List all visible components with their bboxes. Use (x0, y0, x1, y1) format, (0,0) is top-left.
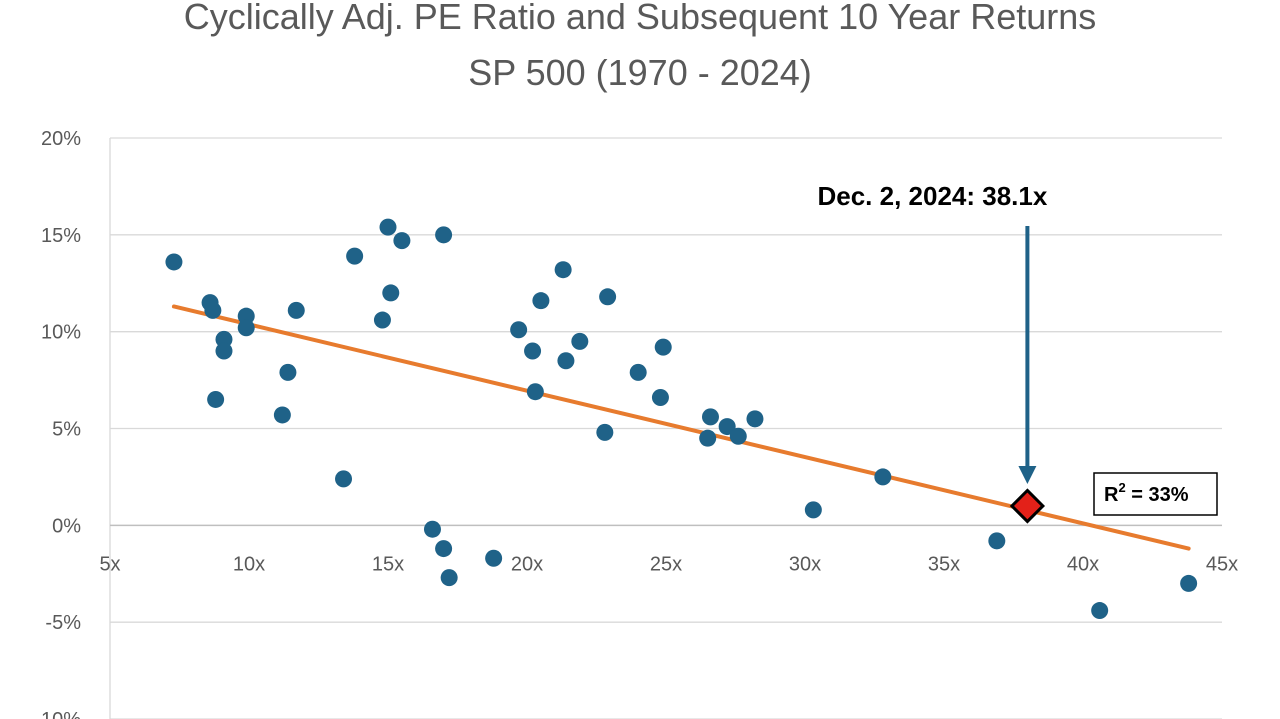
data-point (554, 261, 572, 279)
x-tick-label: 10x (233, 553, 265, 575)
x-tick-label: 30x (789, 553, 821, 575)
data-point (423, 520, 441, 538)
data-point (718, 418, 736, 436)
data-point (279, 363, 297, 381)
data-point (874, 468, 892, 486)
data-point (596, 423, 614, 441)
data-point (393, 232, 411, 250)
y-tick-label: 0% (52, 515, 81, 537)
data-point (699, 429, 717, 447)
data-point (510, 321, 528, 339)
r-squared-box (1093, 472, 1218, 516)
chart-subtitle: SP 500 (1970 - 2024) (468, 52, 812, 93)
data-point (204, 301, 222, 319)
data-point (1180, 574, 1198, 592)
x-tick-label: 35x (928, 553, 960, 575)
data-point (237, 307, 255, 325)
data-point (485, 549, 503, 567)
data-point (654, 338, 672, 356)
data-point (701, 408, 719, 426)
r-squared-value: = 33% (1126, 484, 1189, 506)
x-tick-label: 20x (511, 553, 543, 575)
x-tick-label: 25x (650, 553, 682, 575)
y-tick-label: -5% (45, 612, 81, 634)
annotation-label: Dec. 2, 2024: 38.1x (817, 181, 1047, 211)
data-point (273, 406, 291, 424)
r-squared-superscript: 2 (1118, 480, 1125, 495)
data-point (524, 342, 542, 360)
data-point (1091, 602, 1109, 620)
annotation-layer: Dec. 2, 2024: 38.1x R2 = 33% (817, 181, 1218, 516)
chart-title: Cyclically Adj. PE Ratio and Subsequent … (183, 0, 1097, 37)
y-tick-label: -10% (34, 709, 81, 719)
data-point (435, 226, 453, 244)
data-point (215, 342, 233, 360)
r-squared-label: R2 = 33% (1104, 480, 1189, 506)
x-tick-label: 15x (372, 553, 404, 575)
data-point (215, 330, 233, 348)
data-point (557, 352, 575, 370)
data-point (346, 247, 364, 265)
data-point (207, 390, 225, 408)
x-tick-label: 45x (1206, 553, 1238, 575)
grid-layer (110, 137, 1222, 719)
points-layer (165, 218, 1198, 620)
x-tick-label: 5x (99, 553, 120, 575)
data-point (571, 332, 589, 350)
data-point (379, 218, 397, 236)
data-point (804, 501, 822, 519)
y-tick-label: 10% (41, 322, 81, 344)
data-point (526, 383, 544, 401)
data-point (287, 301, 305, 319)
data-point (729, 427, 747, 445)
data-point (435, 540, 453, 558)
x-tick-label: 40x (1067, 553, 1099, 575)
data-point (237, 319, 255, 337)
r-squared-prefix: R (1104, 484, 1119, 506)
y-tick-label: 5% (52, 419, 81, 441)
y-tick-label: 15% (41, 225, 81, 247)
data-point (373, 311, 391, 329)
data-point (335, 470, 353, 488)
annotation-arrow-head (1018, 466, 1037, 484)
data-point (988, 532, 1006, 550)
axis-layer: 20% 15% 10% 5% 0% -5% -10% 5x 10x 15x 20x 25x 30x 35x… (34, 128, 1238, 719)
data-point (599, 288, 617, 306)
data-point (746, 410, 764, 428)
current-point-marker (1009, 488, 1046, 524)
data-point (165, 253, 183, 271)
data-point (440, 569, 458, 587)
data-point (629, 363, 647, 381)
data-point (532, 292, 550, 310)
data-point (651, 389, 669, 407)
y-tick-label: 20% (41, 128, 81, 150)
data-point (382, 284, 400, 302)
